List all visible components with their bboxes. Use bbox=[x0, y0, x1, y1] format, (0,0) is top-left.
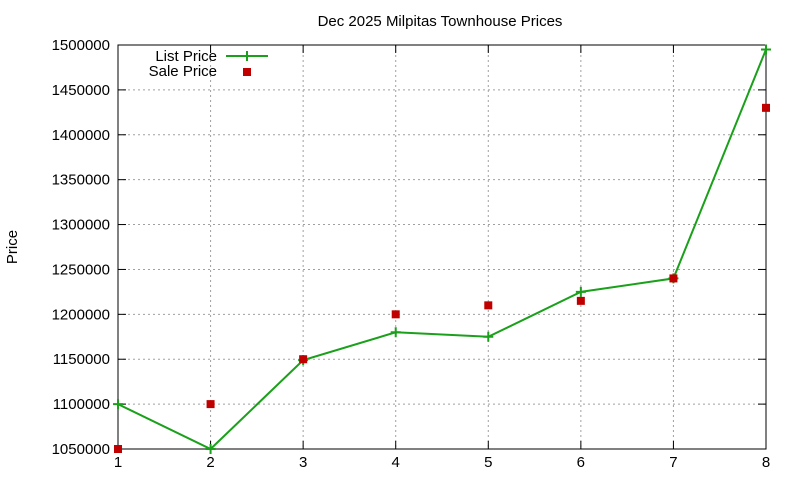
x-tick-label: 1 bbox=[114, 454, 122, 471]
y-tick-label: 1300000 bbox=[52, 217, 110, 234]
list-price-point bbox=[483, 331, 494, 342]
y-tick-label: 1150000 bbox=[53, 351, 110, 368]
sale-price-point bbox=[206, 400, 215, 409]
grid bbox=[118, 45, 766, 449]
list-price-line bbox=[117, 49, 767, 451]
y-tick-label: 1400000 bbox=[52, 127, 110, 144]
legend-swatch-sale-price bbox=[243, 68, 251, 76]
data-series bbox=[113, 44, 771, 454]
legend-label-sale-price: Sale Price bbox=[149, 63, 217, 80]
sale-price-point bbox=[114, 445, 122, 453]
y-tick-label: 1350000 bbox=[52, 172, 110, 189]
legend-label-list-price: List Price bbox=[155, 48, 217, 65]
y-tick-label: 1500000 bbox=[52, 37, 110, 54]
list-price-point bbox=[205, 444, 216, 454]
list-price-point bbox=[761, 44, 771, 55]
sale-price-point bbox=[576, 296, 585, 305]
axis-ticks: 1050000 1100000 1150000 1200000 1250000 13000… bbox=[52, 37, 771, 471]
list-price-point bbox=[113, 399, 123, 410]
x-tick-label: 7 bbox=[669, 454, 677, 471]
x-tick-label: 2 bbox=[206, 454, 214, 471]
y-tick-label: 1050000 bbox=[52, 441, 110, 458]
sale-price-point bbox=[484, 301, 493, 310]
sale-price-point bbox=[762, 103, 770, 112]
list-price-point bbox=[390, 327, 401, 338]
x-tick-label: 6 bbox=[577, 454, 585, 471]
x-tick-label: 3 bbox=[299, 454, 307, 471]
x-tick-label: 5 bbox=[484, 454, 492, 471]
y-tick-label: 1250000 bbox=[52, 261, 110, 278]
plot-frame bbox=[117, 44, 767, 450]
legend: List Price Sale Price bbox=[149, 48, 268, 80]
x-tick-label: 4 bbox=[392, 454, 400, 471]
sale-price-point bbox=[391, 310, 400, 319]
y-axis-label: Price bbox=[4, 230, 21, 264]
y-tick-label: 1450000 bbox=[52, 82, 110, 99]
chart-title: Dec 2025 Milpitas Townhouse Prices bbox=[318, 13, 563, 30]
y-tick-label: 1200000 bbox=[52, 306, 110, 323]
x-tick-label: 8 bbox=[762, 454, 770, 471]
sale-price-point bbox=[669, 274, 678, 283]
sale-price-point bbox=[299, 355, 308, 364]
legend-marker-list-price bbox=[242, 51, 252, 61]
y-tick-label: 1100000 bbox=[53, 396, 110, 413]
list-price-point bbox=[575, 286, 586, 297]
